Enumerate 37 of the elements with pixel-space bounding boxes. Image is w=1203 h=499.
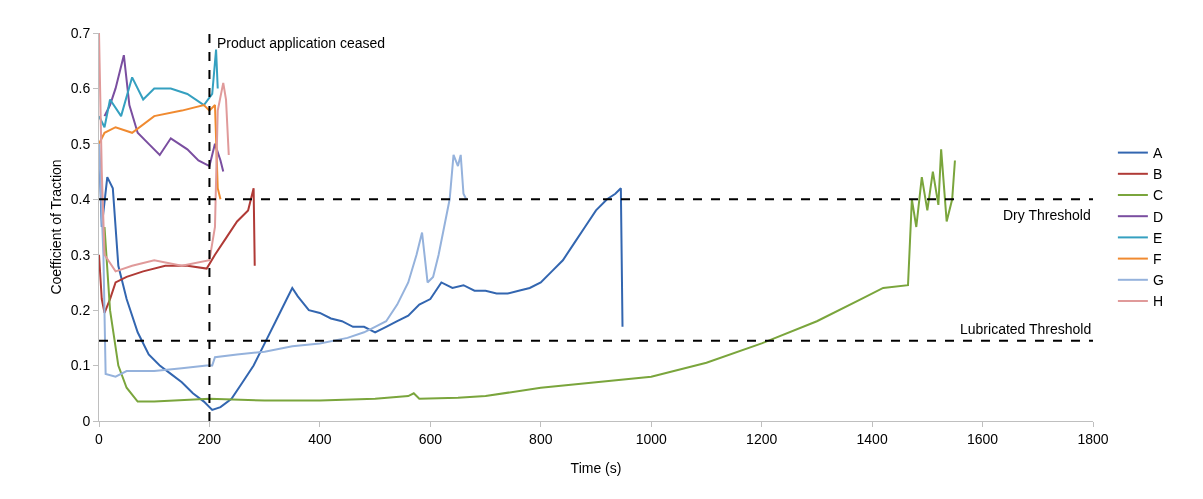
y-tick-label: 0.6: [70, 80, 91, 97]
y-tick-label: 0.3: [70, 246, 91, 263]
legend-label: F: [1152, 251, 1162, 268]
y-tick-label: 0.2: [70, 302, 91, 319]
y-tick-label: 0: [82, 412, 91, 429]
x-tick-label: 1000: [635, 430, 667, 447]
legend-label: D: [1152, 208, 1164, 225]
line-series: [99, 187, 256, 314]
y-tick-label: 0.1: [70, 357, 91, 374]
y-tick-label: 0.7: [70, 24, 91, 41]
y-axis-title: Coefficient of Traction: [48, 159, 64, 295]
line-series: [99, 142, 468, 378]
legend-label: B: [1152, 166, 1163, 183]
line-series: [103, 148, 956, 403]
legend-label: A: [1152, 145, 1163, 162]
x-tick-label: 1400: [856, 430, 888, 447]
y-tick-label: 0.4: [70, 191, 91, 208]
x-axis-title: Time (s): [570, 460, 622, 476]
x-tick-label: 0: [95, 430, 104, 447]
ref-line-label: Product application ceased: [217, 35, 386, 51]
legend-label: H: [1152, 293, 1164, 310]
x-tick-label: 1600: [966, 430, 999, 447]
x-tick-label: 200: [197, 430, 222, 447]
legend-label: E: [1152, 229, 1163, 246]
ref-line-label: Dry Threshold: [1003, 207, 1091, 223]
x-tick-label: 800: [529, 430, 553, 447]
x-tick-label: 600: [418, 430, 443, 447]
line-series: [99, 48, 219, 129]
x-tick-label: 400: [308, 430, 332, 447]
line-series: [103, 54, 225, 173]
x-tick-label: 1800: [1077, 430, 1109, 447]
line-series: [99, 104, 222, 201]
legend-label: G: [1152, 272, 1164, 289]
x-tick-label: 1200: [746, 430, 778, 447]
ref-line-label: Lubricated Threshold: [960, 321, 1092, 337]
y-tick-label: 0.5: [70, 135, 91, 152]
legend-label: C: [1152, 187, 1164, 204]
